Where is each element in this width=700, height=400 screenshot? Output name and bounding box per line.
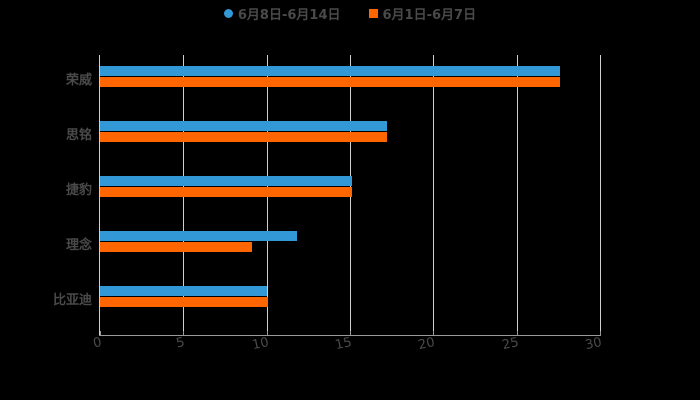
gridline bbox=[517, 55, 518, 331]
bar[interactable] bbox=[100, 132, 387, 142]
legend-item-week1[interactable]: 6月1日-6月7日 bbox=[368, 4, 477, 23]
bar[interactable] bbox=[100, 297, 269, 307]
x-tick bbox=[517, 331, 518, 336]
bar[interactable] bbox=[100, 66, 560, 76]
x-tick-label: 0 bbox=[91, 335, 104, 352]
bar[interactable] bbox=[100, 187, 352, 197]
legend-square-icon bbox=[368, 8, 378, 18]
legend-circle-icon bbox=[223, 8, 233, 18]
x-tick-label: 30 bbox=[583, 335, 604, 354]
x-tick-label: 20 bbox=[416, 335, 437, 354]
y-category-label: 理念 bbox=[65, 238, 92, 253]
gridline bbox=[600, 55, 601, 331]
x-tick-label: 10 bbox=[250, 335, 271, 354]
bar[interactable] bbox=[100, 77, 560, 87]
x-tick bbox=[267, 331, 268, 336]
bar[interactable] bbox=[100, 242, 252, 252]
bar[interactable] bbox=[100, 176, 352, 186]
x-tick bbox=[350, 331, 351, 336]
bar[interactable] bbox=[100, 231, 297, 241]
x-tick bbox=[183, 331, 184, 336]
legend-label: 6月1日-6月7日 bbox=[382, 7, 477, 23]
x-tick bbox=[600, 331, 601, 336]
y-axis-line bbox=[99, 55, 100, 336]
legend-item-week2[interactable]: 6月8日-6月14日 bbox=[223, 4, 341, 23]
y-category-label: 思铭 bbox=[65, 128, 92, 143]
chart-legend: 6月8日-6月14日 6月1日-6月7日 bbox=[0, 4, 700, 23]
y-category-label: 比亚迪 bbox=[52, 293, 92, 308]
bar[interactable] bbox=[100, 121, 387, 131]
x-tick bbox=[100, 331, 101, 336]
bar[interactable] bbox=[100, 286, 267, 296]
y-category-label: 捷豹 bbox=[65, 183, 92, 198]
y-category-label: 荣威 bbox=[65, 73, 92, 88]
x-tick bbox=[433, 331, 434, 336]
legend-label: 6月8日-6月14日 bbox=[237, 7, 341, 23]
gridline bbox=[433, 55, 434, 331]
x-tick-label: 15 bbox=[333, 335, 354, 354]
x-tick-label: 5 bbox=[174, 335, 187, 352]
x-tick-label: 25 bbox=[500, 335, 521, 354]
